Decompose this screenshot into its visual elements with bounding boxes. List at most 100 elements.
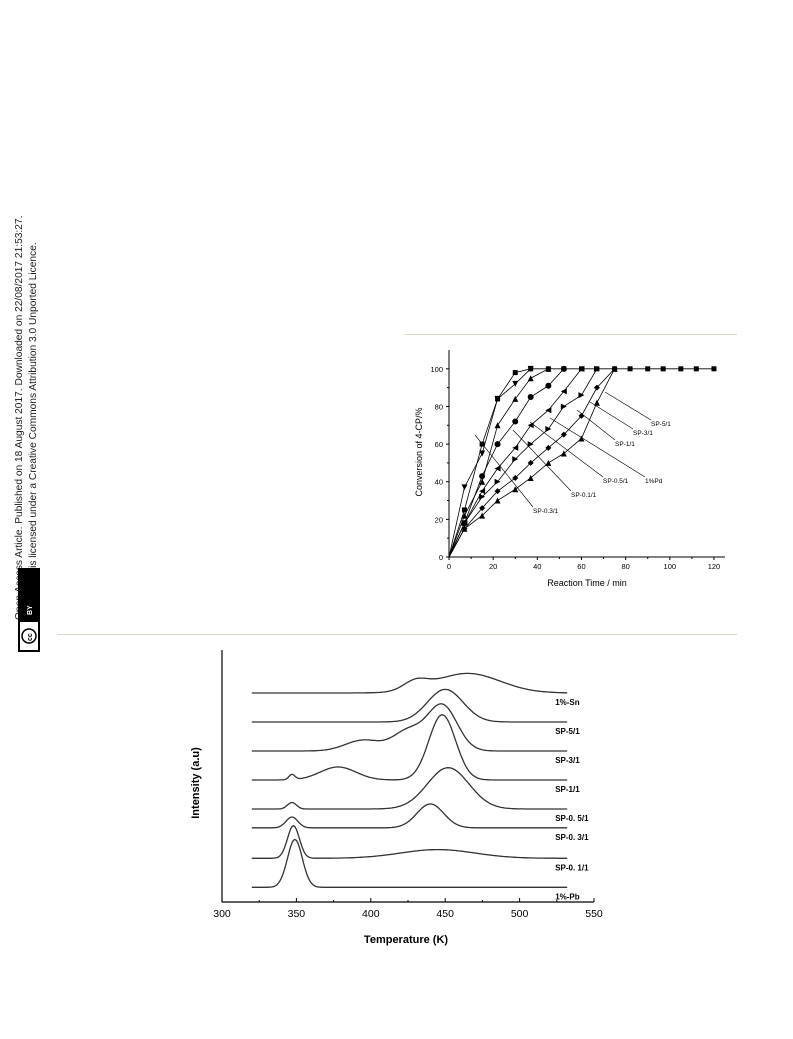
annotation-leader-line xyxy=(529,421,604,478)
tpr-series-curve xyxy=(251,767,568,810)
conversion-x-axis-label: Reaction Time / min xyxy=(547,578,627,588)
conversion-data-point xyxy=(593,384,600,391)
conversion-series-line xyxy=(448,368,531,558)
conversion-data-point xyxy=(527,422,534,429)
conversion-series-1 xyxy=(448,365,534,558)
annotation-label: SP-3/1 xyxy=(633,430,653,437)
conversion-data-point xyxy=(494,465,501,472)
conversion-y-axis-label: Conversion of 4-CP/% xyxy=(414,407,424,496)
cc-by-badge[interactable]: cc BY xyxy=(18,568,40,652)
conversion-data-point xyxy=(512,395,519,402)
conversion-data-point xyxy=(693,366,699,372)
tpr-x-tick-label: 550 xyxy=(585,908,603,920)
license-sidebar: Open Access Article. Published on 18 Aug… xyxy=(4,190,44,660)
annotation-label: SP-0.3/1 xyxy=(533,508,559,515)
annotation-leader-line xyxy=(604,391,652,421)
annotation-label: SP-0.5/1 xyxy=(603,478,629,485)
conversion-data-point xyxy=(627,366,633,372)
conversion-data-point xyxy=(560,450,567,457)
conversion-annotation: SP-3/1 xyxy=(589,401,653,437)
conversion-annotation: SP-0.1/1 xyxy=(512,429,597,499)
annotation-leader-line xyxy=(576,409,616,441)
conversion-data-point xyxy=(578,435,585,442)
license-line-2[interactable]: This article is licensed under a Creativ… xyxy=(28,242,39,620)
tpr-x-tick-label: 450 xyxy=(436,908,454,920)
conversion-data-point xyxy=(479,493,486,500)
conversion-data-point xyxy=(645,366,651,372)
conversion-data-point xyxy=(611,365,618,372)
conversion-data-point xyxy=(527,441,534,448)
conversion-x-tick-label: 80 xyxy=(621,562,629,571)
conversion-data-point xyxy=(461,507,467,513)
conversion-data-point xyxy=(512,486,519,493)
divider-middle xyxy=(57,634,737,635)
conversion-data-point xyxy=(494,422,501,429)
annotation-leader-line xyxy=(549,417,646,478)
conversion-y-tick-label: 20 xyxy=(435,515,443,524)
annotation-label: SP-0.1/1 xyxy=(571,492,597,499)
conversion-x-tick-label: 60 xyxy=(577,562,585,571)
tpr-series-label: SP-5/1 xyxy=(555,727,580,736)
conversion-y-tick-label: 80 xyxy=(435,402,443,411)
tpr-series-3: SP-1/1 xyxy=(251,714,580,794)
conversion-data-point xyxy=(512,456,519,463)
conversion-data-point xyxy=(494,497,501,504)
tpr-chart: 300 350 400 450 500 550 1%-Sn SP-5/1 SP-3/1 SP-1… xyxy=(180,645,610,950)
conversion-data-point xyxy=(545,407,552,414)
conversion-series-5 xyxy=(448,365,600,558)
conversion-data-point xyxy=(527,394,534,401)
conversion-chart-svg: 0 20 40 60 80 100 120 0 20 40 60 80 100 SP-5/1 SP-3/1… xyxy=(414,350,725,588)
tpr-x-tick-label: 400 xyxy=(362,908,380,920)
conversion-y-tick-label: 40 xyxy=(435,478,443,487)
conversion-data-point xyxy=(512,444,519,451)
conversion-annotation: 1%Pd xyxy=(549,417,663,485)
conversion-data-point xyxy=(512,474,519,481)
tpr-series-4: SP-0. 5/1 xyxy=(251,767,589,823)
conversion-data-point xyxy=(545,459,552,466)
conversion-data-point xyxy=(545,444,552,451)
conversion-data-point xyxy=(560,365,567,372)
conversion-data-point xyxy=(545,426,552,433)
tpr-y-axis-label: Intensity (a.u) xyxy=(190,747,202,819)
conversion-x-tick-label: 20 xyxy=(489,562,497,571)
conversion-data-point xyxy=(593,365,600,372)
conversion-data-point xyxy=(479,488,486,495)
conversion-data-point xyxy=(678,366,684,372)
conversion-annotation: SP-1/1 xyxy=(576,409,635,448)
conversion-series-4 xyxy=(448,365,585,558)
conversion-data-point xyxy=(545,382,552,389)
annotation-leader-line xyxy=(512,429,572,492)
conversion-series-line xyxy=(448,368,565,558)
license-sidebar-svg: Open Access Article. Published on 18 Aug… xyxy=(14,216,40,652)
tpr-x-tick-label: 350 xyxy=(288,908,306,920)
conversion-chart: 0 20 40 60 80 100 120 0 20 40 60 80 100 SP-5/1 SP-3/1… xyxy=(405,340,745,595)
by-badge-label: BY xyxy=(27,605,34,615)
conversion-data-point xyxy=(578,365,585,372)
conversion-data-point xyxy=(560,403,567,410)
conversion-series-2 xyxy=(448,365,552,558)
conversion-y-tick-label: 100 xyxy=(430,365,443,374)
tpr-series-label: SP-0. 5/1 xyxy=(555,814,589,823)
conversion-series-3 xyxy=(448,365,567,558)
tpr-series-7: 1%-Pb xyxy=(251,838,580,901)
conversion-data-point xyxy=(461,484,468,491)
tpr-series-6: SP-0. 1/1 xyxy=(251,824,589,872)
conversion-data-point xyxy=(479,450,486,457)
conversion-data-point xyxy=(593,399,600,406)
conversion-data-point xyxy=(527,365,534,372)
tpr-series-curve xyxy=(251,672,568,694)
conversion-data-point xyxy=(512,418,519,425)
tpr-series-curve xyxy=(251,703,568,752)
conversion-data-point xyxy=(512,370,518,376)
conversion-data-point xyxy=(545,365,552,372)
tpr-series-label: SP-0. 1/1 xyxy=(555,863,589,872)
conversion-data-point xyxy=(578,392,585,399)
conversion-x-tick-label: 0 xyxy=(447,562,451,571)
conversion-data-point xyxy=(479,473,486,480)
conversion-data-point xyxy=(494,441,501,448)
tpr-x-tick-label: 300 xyxy=(213,908,231,920)
license-line-1[interactable]: Open Access Article. Published on 18 Aug… xyxy=(14,216,25,620)
conversion-data-point xyxy=(494,395,501,402)
tpr-series-curve xyxy=(251,838,568,888)
conversion-data-point xyxy=(479,478,486,485)
